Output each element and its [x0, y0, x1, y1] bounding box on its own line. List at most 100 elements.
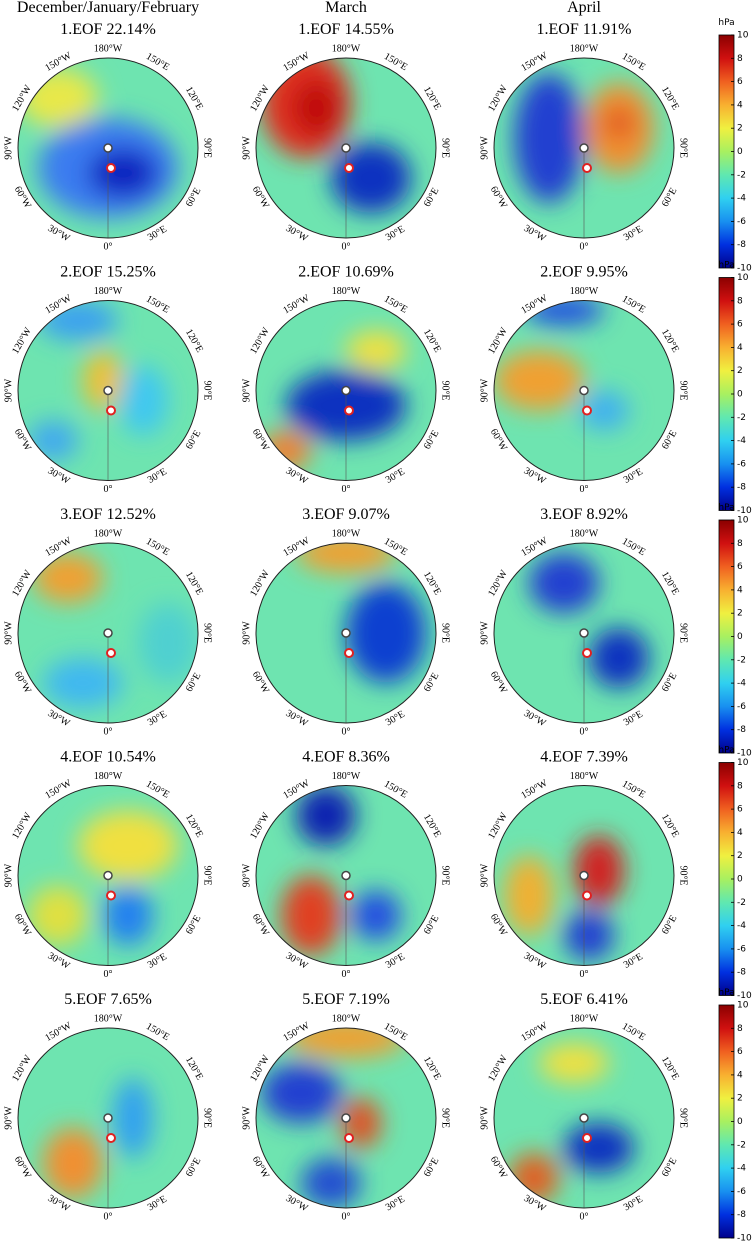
colorbar-tick-label: -4: [737, 921, 746, 931]
site: [344, 163, 354, 173]
longitude-label: 0°: [342, 1211, 351, 1222]
colorbar-tick-label: -2: [737, 170, 746, 180]
longitude-label: 90°W: [241, 378, 252, 402]
longitude-label: 0°: [104, 1211, 113, 1222]
longitude-label: 90°E: [678, 865, 689, 885]
pole: [579, 385, 589, 396]
pole: [579, 143, 589, 153]
anomalies: [529, 553, 649, 688]
colorbar-tick-label: 4: [737, 828, 743, 838]
map-border: [493, 57, 675, 239]
anomaly: [33, 553, 103, 603]
colorbar-tick-label: 2: [737, 851, 743, 861]
anomaly: [83, 350, 123, 411]
map-field: [256, 58, 436, 238]
longitude-label: 90°W: [3, 863, 14, 887]
anomalies: [296, 543, 426, 683]
anomaly: [286, 1028, 406, 1058]
colorbar-tick-label: -8: [737, 240, 746, 250]
site: [582, 890, 592, 901]
longitude-label: 90°E: [440, 623, 451, 643]
pole: [341, 870, 351, 881]
colorbar-tick-label: 6: [737, 1047, 743, 1057]
longitude-label: 0°: [342, 726, 351, 737]
longitude-label: 90°W: [479, 378, 490, 402]
pole: [579, 1113, 589, 1123]
longitude-label: 90°W: [479, 621, 490, 645]
anomaly: [296, 785, 356, 846]
map-border: [17, 300, 199, 481]
colorbar-tick-label: -8: [737, 968, 746, 978]
anomaly: [504, 855, 554, 936]
longitude-label: 180°W: [94, 771, 123, 782]
colorbar-tick-label: 0: [737, 1117, 743, 1127]
colorbar-tick-label: 4: [737, 100, 743, 110]
colorbar-tick-label: 4: [737, 1070, 743, 1080]
map-border: [255, 57, 437, 239]
longitude-label: 0°: [580, 726, 589, 737]
anomalies: [43, 1078, 153, 1198]
anomalies: [28, 300, 168, 461]
colorbar-tick-label: -2: [737, 1140, 746, 1150]
longitude-label: 180°W: [570, 1013, 599, 1024]
pole: [103, 143, 113, 153]
longitude-label: 90°W: [3, 136, 14, 160]
colorbar-tick-label: -10: [737, 264, 752, 274]
site: [344, 405, 354, 416]
anomaly: [103, 885, 153, 946]
colorbar-tick-label: -8: [737, 1210, 746, 1220]
colorbar-tick-label: -4: [737, 194, 746, 204]
longitude-label: 90°W: [479, 863, 490, 887]
longitude-label: 90°W: [241, 621, 252, 645]
pole: [579, 628, 589, 638]
site: [106, 890, 116, 901]
colorbar-tick-label: -10: [737, 1234, 752, 1244]
colorbar-tick-label: -10: [737, 749, 752, 759]
panel-title: 5.EOF 7.19%: [302, 991, 390, 1008]
colorbar-unit: hPa: [718, 18, 734, 28]
longitude-label: 90°E: [678, 1108, 689, 1128]
anomaly: [514, 73, 584, 203]
column-header: December/January/February: [17, 0, 199, 16]
longitude-label: 90°E: [440, 1108, 451, 1128]
anomaly: [291, 78, 341, 138]
colorbar-tick-label: -6: [737, 944, 746, 954]
colorbar-tick-label: 2: [737, 366, 743, 376]
colorbar-tick-label: 2: [737, 609, 743, 619]
longitude-label: 90°E: [678, 623, 689, 643]
longitude-label: 0°: [342, 484, 351, 495]
colorbar-tick-label: -8: [737, 483, 746, 493]
colorbar-tick-label: -6: [737, 459, 746, 469]
colorbar-tick-label: 10: [737, 516, 749, 526]
colorbar-tick-label: 8: [737, 781, 743, 791]
colorbar-unit: hPa: [718, 503, 734, 513]
site: [582, 648, 592, 658]
colorbar-tick-label: 4: [737, 343, 743, 353]
anomaly: [118, 365, 168, 436]
anomalies: [504, 835, 624, 961]
anomaly: [564, 1123, 634, 1173]
map-border: [493, 1027, 675, 1209]
site: [106, 405, 116, 416]
colorbar-tick-label: -2: [737, 655, 746, 665]
panel-title: 4.EOF 8.36%: [302, 749, 390, 766]
site: [582, 163, 592, 173]
colorbar-tick-label: -10: [737, 991, 752, 1001]
site: [582, 1133, 592, 1143]
colorbar-tick-label: 8: [737, 54, 743, 64]
anomaly: [113, 1078, 153, 1158]
colorbar-unit: hPa: [718, 988, 734, 998]
longitude-label: 0°: [342, 969, 351, 980]
anomaly: [296, 543, 396, 573]
longitude-label: 90°W: [241, 136, 252, 160]
colorbar-tick-label: -10: [737, 506, 752, 516]
panel-title: 5.EOF 6.41%: [540, 991, 628, 1008]
anomalies: [514, 73, 654, 203]
site: [106, 1133, 116, 1143]
site: [344, 648, 354, 658]
longitude-label: 90°W: [241, 1106, 252, 1130]
anomaly: [88, 148, 158, 198]
longitude-label: 0°: [104, 241, 113, 252]
longitude-label: 90°W: [479, 1106, 490, 1130]
panel-title: 3.EOF 9.07%: [302, 506, 390, 523]
